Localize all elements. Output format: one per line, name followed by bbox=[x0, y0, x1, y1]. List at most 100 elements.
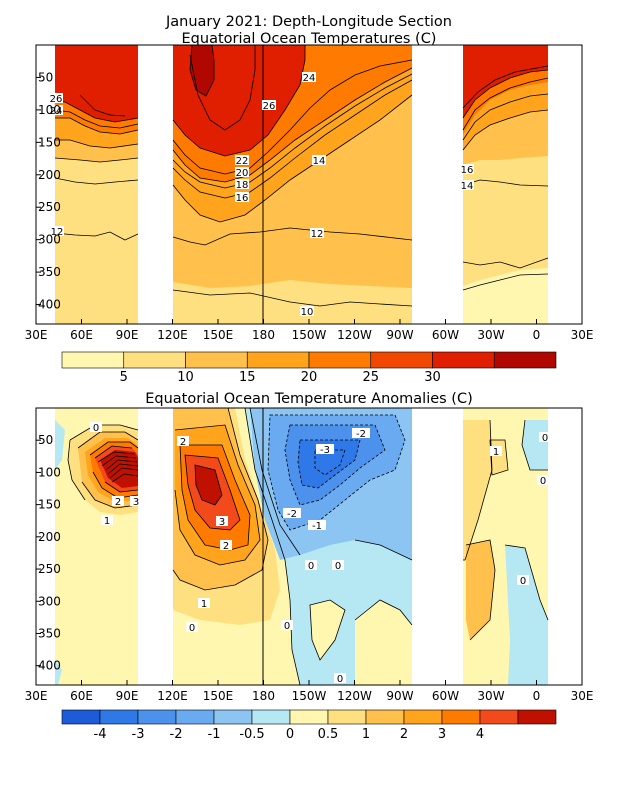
x-tick-label: 60W bbox=[432, 328, 459, 342]
top-contour-label-14atl: 14 bbox=[460, 180, 474, 192]
y-tick-label: 100 bbox=[38, 465, 61, 479]
y-tick-label: 50 bbox=[38, 433, 53, 447]
svg-text:22: 22 bbox=[236, 156, 249, 167]
svg-text:-2: -2 bbox=[356, 429, 366, 440]
bottom-contour-label-m2a: -2 bbox=[352, 428, 370, 440]
svg-text:3: 3 bbox=[133, 497, 139, 508]
svg-text:14: 14 bbox=[313, 156, 326, 167]
y-tick-label: 250 bbox=[38, 200, 61, 214]
bottom-contour-label-0atl1: 0 bbox=[537, 475, 549, 487]
colorbar-label: 0.5 bbox=[318, 727, 339, 742]
svg-text:-2: -2 bbox=[287, 509, 297, 520]
bottom-atlantic-field bbox=[463, 408, 548, 685]
colorbar-label: 2 bbox=[400, 727, 408, 742]
x-tick-label: 30W bbox=[477, 328, 504, 342]
top-contour-labels: 26 24 24 26 22 20 18 16 14 12 12 10 16 1… bbox=[49, 72, 474, 318]
svg-text:2: 2 bbox=[223, 541, 229, 552]
top-contour-label-16atl: 16 bbox=[460, 164, 474, 176]
top-y-axis: 50 100 150 200 250 300 350 400 bbox=[36, 70, 61, 312]
y-tick-label: 300 bbox=[38, 233, 61, 247]
colorbar-label: -3 bbox=[132, 727, 145, 742]
bottom-indian-ocean-field bbox=[55, 408, 138, 685]
bottom-contour-label-0c: 0 bbox=[332, 560, 344, 572]
top-contour-label-10: 10 bbox=[300, 306, 314, 318]
colorbar-swatch bbox=[365, 709, 405, 725]
colorbar-label: 4 bbox=[476, 727, 484, 742]
colorbar-swatch bbox=[403, 709, 443, 725]
svg-text:12: 12 bbox=[51, 227, 64, 238]
svg-text:0: 0 bbox=[308, 561, 314, 572]
top-contour-label-26e: 26 bbox=[262, 100, 276, 112]
colorbar-swatch bbox=[61, 351, 125, 369]
bottom-pacific-field bbox=[173, 408, 412, 685]
svg-text:0: 0 bbox=[284, 621, 290, 632]
colorbar-swatch bbox=[441, 709, 481, 725]
colorbar-swatch bbox=[517, 709, 557, 725]
top-colorbar: 5 10 15 20 25 30 bbox=[61, 351, 557, 385]
svg-text:2: 2 bbox=[180, 437, 186, 448]
x-tick-label: 120W bbox=[337, 328, 372, 342]
top-x-axis: 30E 60E 90E 120E 150E 180 150W 120W 90W 60W 30W 0 30… bbox=[25, 319, 593, 342]
x-tick-label: 60E bbox=[70, 689, 93, 703]
top-atlantic-field bbox=[463, 45, 548, 324]
bottom-negative-contours bbox=[267, 414, 406, 531]
colorbar-label: 1 bbox=[362, 727, 370, 742]
bottom-x-axis: 30E 60E 90E 120E 150E 180 150W 120W 90W 60W 30W 0 30… bbox=[25, 680, 593, 703]
x-tick-label: 180 bbox=[252, 689, 275, 703]
bottom-contour-label-3: 3 bbox=[216, 516, 228, 528]
x-tick-label: 150E bbox=[203, 328, 234, 342]
colorbar-label: -2 bbox=[170, 727, 183, 742]
bottom-contour-label-0b: 0 bbox=[305, 560, 317, 572]
top-subtitle: Equatorial Ocean Temperatures (C) bbox=[182, 31, 437, 47]
colorbar-label: -0.5 bbox=[239, 727, 264, 742]
top-contour-label-18: 18 bbox=[235, 179, 249, 191]
x-tick-label: 0 bbox=[533, 328, 541, 342]
x-tick-label: 120E bbox=[157, 328, 188, 342]
colorbar-swatch bbox=[185, 351, 248, 369]
x-tick-label: 30W bbox=[477, 689, 504, 703]
bottom-contour-label-2w: 2 bbox=[112, 496, 124, 508]
top-contour-label-16: 16 bbox=[235, 192, 249, 204]
y-tick-label: 300 bbox=[38, 594, 61, 608]
svg-text:16: 16 bbox=[461, 165, 474, 176]
top-indian-ocean-field bbox=[55, 45, 138, 324]
colorbar-label: 15 bbox=[239, 370, 256, 385]
bottom-title: Equatorial Ocean Temperature Anomalies (… bbox=[145, 391, 473, 407]
top-temperature-field bbox=[54, 45, 549, 324]
x-tick-label: 30E bbox=[25, 689, 48, 703]
svg-text:14: 14 bbox=[461, 181, 474, 192]
svg-text:1: 1 bbox=[104, 516, 110, 527]
bottom-contour-label-0a: 0 bbox=[186, 622, 198, 634]
svg-text:0: 0 bbox=[520, 576, 526, 587]
colorbar-swatch bbox=[123, 351, 186, 369]
svg-text:0: 0 bbox=[335, 561, 341, 572]
y-tick-label: 350 bbox=[38, 265, 61, 279]
y-tick-label: 150 bbox=[38, 498, 61, 512]
colorbar-label: 10 bbox=[177, 370, 194, 385]
bottom-contour-label-2a: 2 bbox=[177, 436, 189, 448]
colorbar-label: 25 bbox=[362, 370, 379, 385]
svg-text:20: 20 bbox=[236, 168, 249, 179]
bottom-contour-label-m1: -1 bbox=[308, 520, 326, 532]
y-tick-label: 400 bbox=[38, 298, 61, 312]
y-tick-label: 250 bbox=[38, 562, 61, 576]
bottom-contour-label-0atl2: 0 bbox=[517, 575, 529, 587]
y-tick-label: 400 bbox=[38, 659, 61, 673]
colorbar-swatch bbox=[370, 351, 433, 369]
colorbar-label: -4 bbox=[94, 727, 107, 742]
top-contour-label-14: 14 bbox=[312, 155, 326, 167]
bottom-contour-label-0atl3: 0 bbox=[539, 432, 551, 444]
colorbar-swatch bbox=[99, 709, 139, 725]
bottom-colorbar: -4 -3 -2 -1 -0.5 0 0.5 1 2 3 4 bbox=[61, 709, 557, 742]
top-title: January 2021: Depth-Longitude Section bbox=[165, 14, 452, 30]
bottom-contour-label-3w: 3 bbox=[130, 496, 142, 508]
top-panel: January 2021: Depth-Longitude Section Eq… bbox=[25, 14, 594, 385]
svg-text:26: 26 bbox=[50, 94, 63, 105]
svg-text:0: 0 bbox=[189, 623, 195, 634]
svg-text:0: 0 bbox=[93, 423, 99, 434]
bottom-contour-lines bbox=[67, 408, 549, 685]
x-tick-label: 180 bbox=[252, 328, 275, 342]
svg-text:16: 16 bbox=[236, 193, 249, 204]
y-tick-label: 350 bbox=[38, 626, 61, 640]
colorbar-swatch bbox=[432, 351, 495, 369]
